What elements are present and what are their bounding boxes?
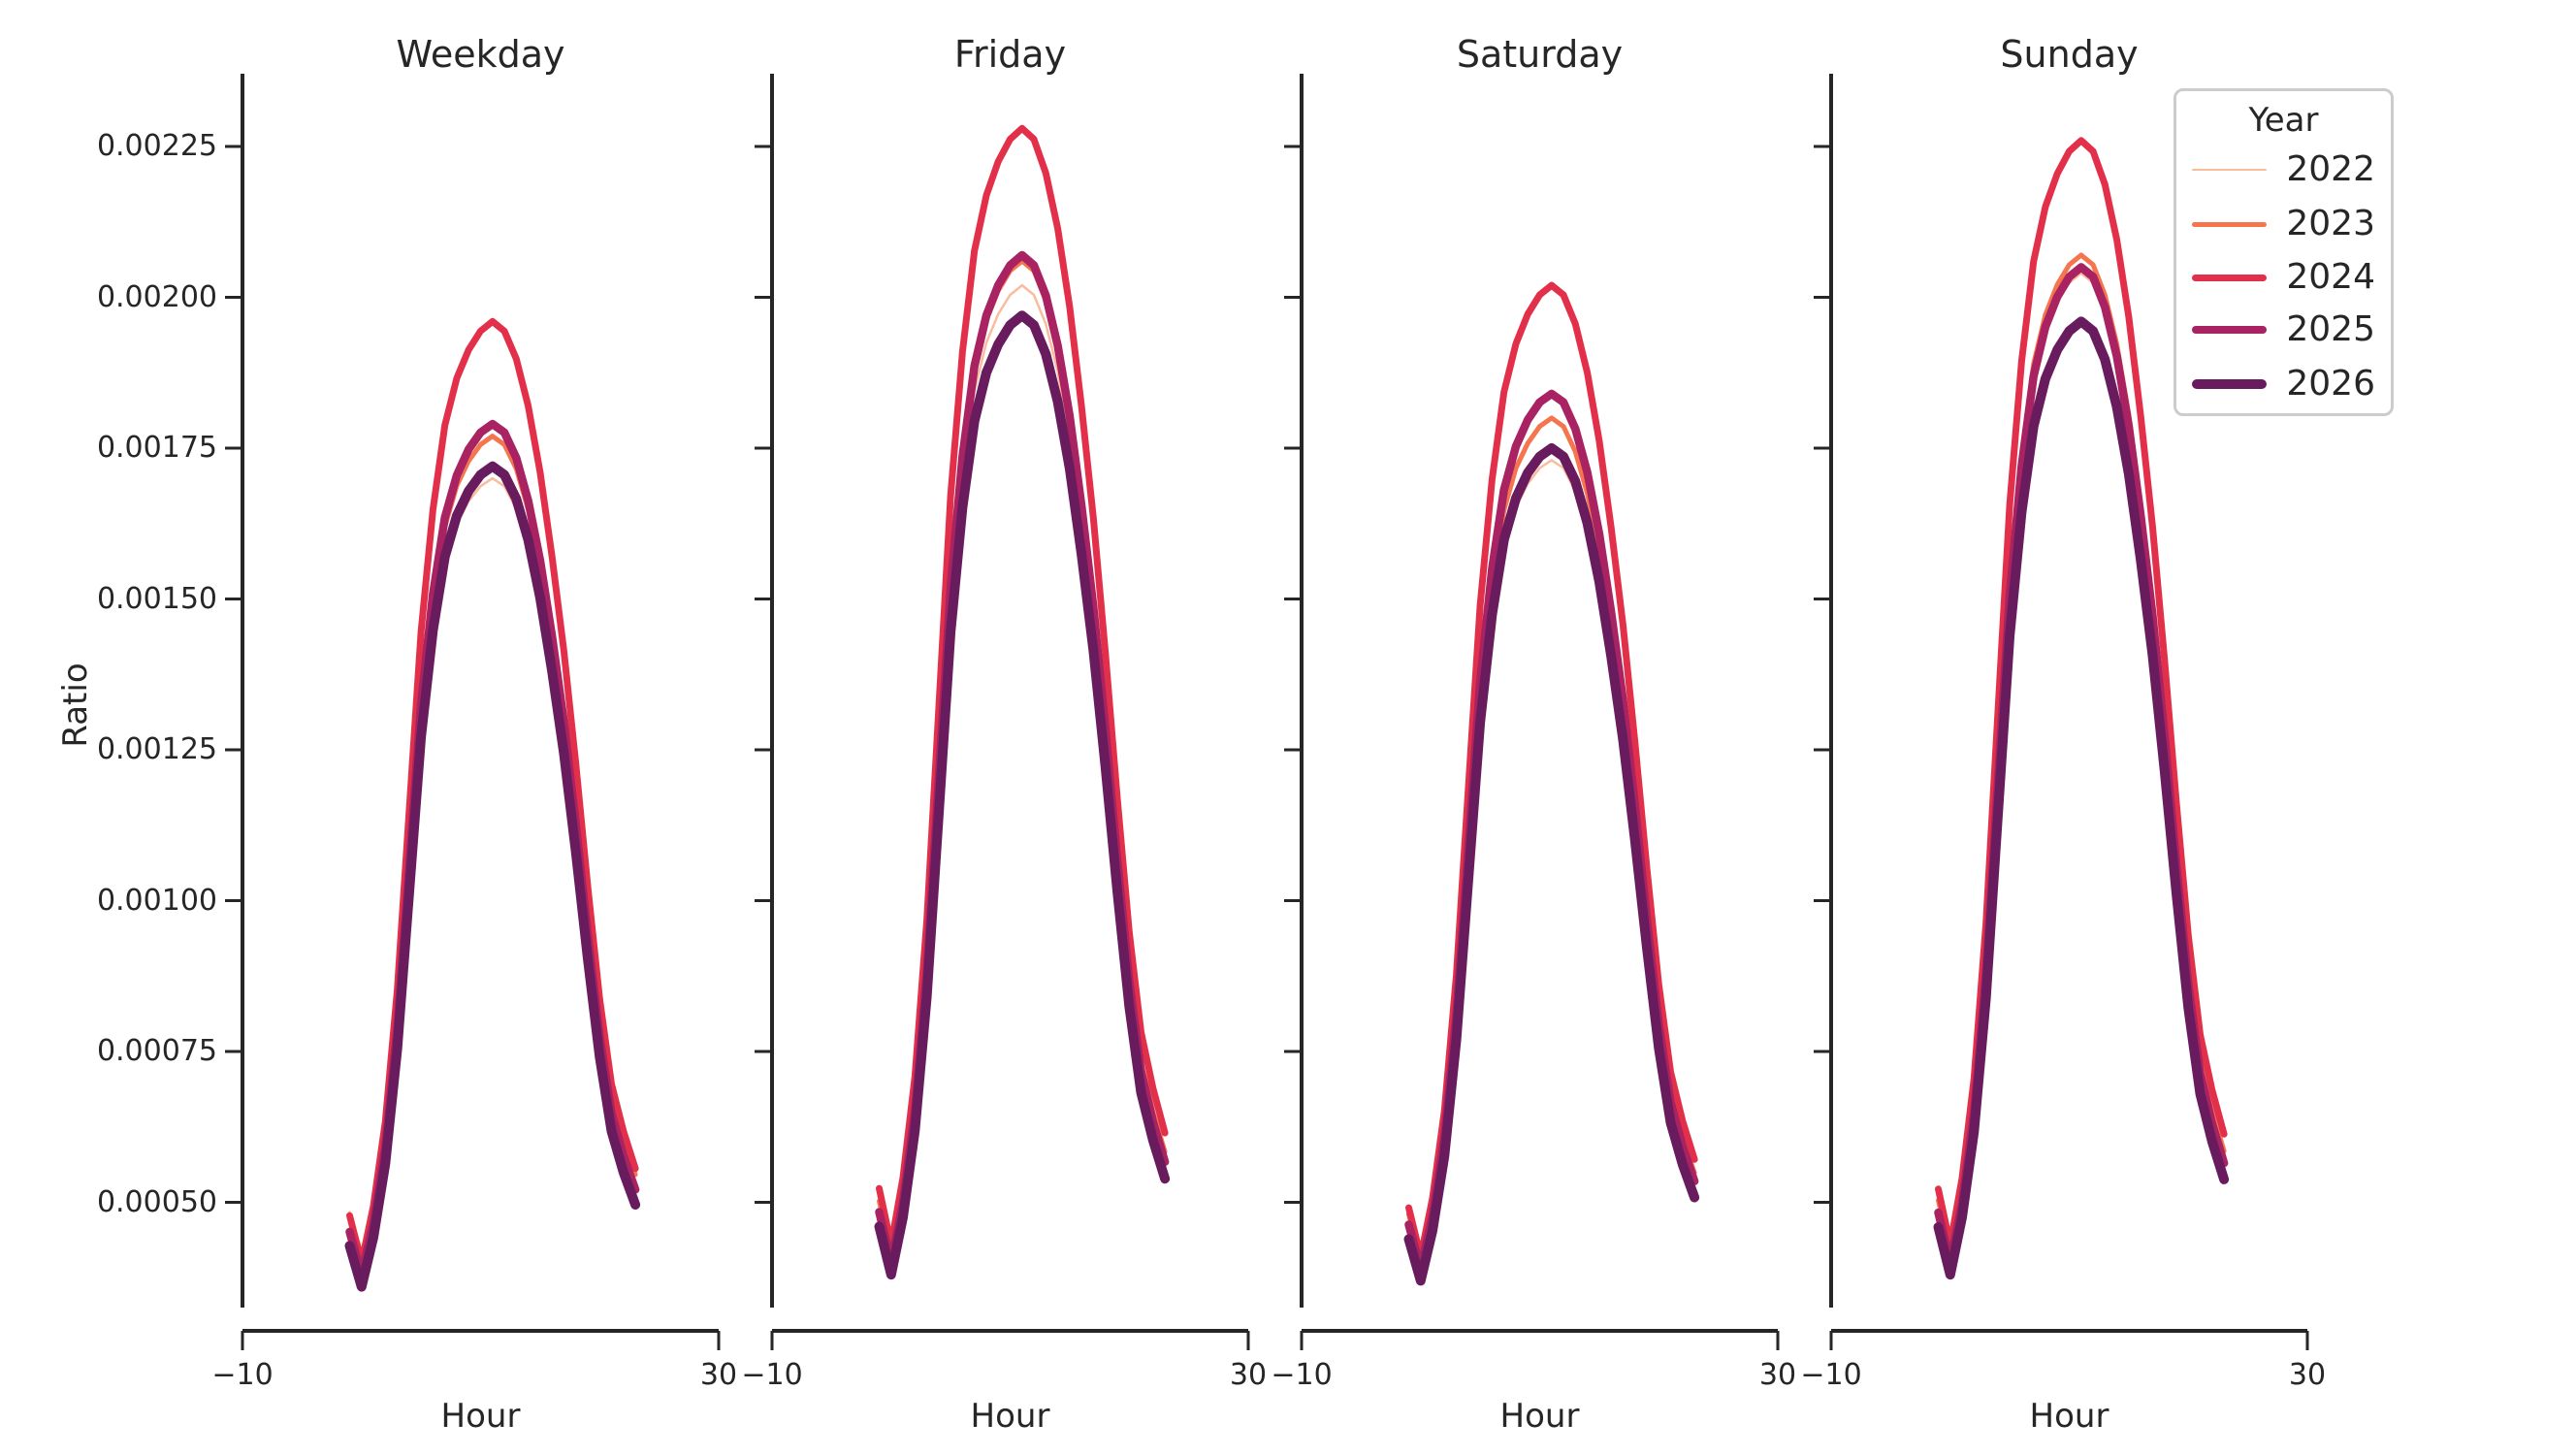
legend-swatch-2022 [2192,168,2267,172]
legend-item-2026: 2026 [2176,361,2391,407]
legend-title: Year [2248,101,2319,140]
series-line-2025 [1404,389,1699,1274]
y-axis-tick-label: 0.00175 [96,431,217,465]
x-axis-tick-label: −10 [1800,1358,1862,1392]
series-line-2025 [1934,263,2229,1267]
legend-item-2024: 2024 [2176,254,2391,301]
series-line-2025 [345,419,640,1279]
y-axis-tick-label: 0.00225 [96,129,217,163]
x-axis-title: Hour [970,1397,1050,1436]
x-axis-tick-label: 30 [1758,1358,1797,1392]
facet-title: Sunday [2000,33,2139,76]
legend-item-label: 2023 [2286,204,2375,243]
x-axis-tick-label: −10 [741,1358,803,1392]
y-axis-tick-label: 0.00075 [96,1034,217,1068]
facet-saturday [1284,74,1780,1350]
y-axis-tick-label: 0.00050 [96,1184,217,1219]
legend-swatch-2023 [2192,221,2267,227]
legend-item-2025: 2025 [2176,307,2391,353]
series-line-2026 [874,310,1171,1280]
y-axis-tick-label: 0.00100 [96,883,217,918]
x-axis-title: Hour [440,1397,521,1436]
legend-item-label: 2022 [2286,149,2375,189]
x-axis-title: Hour [2029,1397,2109,1436]
legend: Year 2022 2023 2024 2025 2026 [2174,88,2394,416]
legend-item-label: 2024 [2286,257,2375,297]
y-axis-tick-label: 0.00125 [96,732,217,766]
y-axis-title: Ratio [56,663,95,748]
facet-title: Weekday [396,33,565,76]
legend-swatch-2026 [2192,379,2267,389]
legend-item-label: 2026 [2286,364,2375,404]
facet-title: Saturday [1456,33,1624,76]
y-axis-tick-label: 0.00150 [96,581,217,616]
x-axis-tick-label: −10 [1271,1358,1333,1392]
y-axis-tick-label: 0.00200 [96,279,217,314]
x-axis-tick-label: −10 [211,1358,274,1392]
facet-friday [755,74,1250,1350]
legend-item-2023: 2023 [2176,201,2391,247]
x-axis-tick-label: 30 [1229,1358,1268,1392]
facet-weekday [225,74,721,1350]
series-line-2026 [344,461,641,1292]
legend-item-label: 2025 [2286,309,2375,349]
x-axis-tick-label: 30 [699,1358,738,1392]
series-line-2026 [1933,316,2230,1280]
legend-item-2022: 2022 [2176,146,2391,193]
facet-sunday [1814,74,2309,1350]
x-axis-title: Hour [1499,1397,1580,1436]
legend-swatch-2025 [2192,325,2267,335]
series-line-2026 [1403,443,1700,1286]
facet-title: Friday [953,33,1067,76]
legend-swatch-2024 [2192,274,2267,281]
x-axis-tick-label: 30 [2288,1358,2327,1392]
series-line-2025 [875,250,1170,1267]
